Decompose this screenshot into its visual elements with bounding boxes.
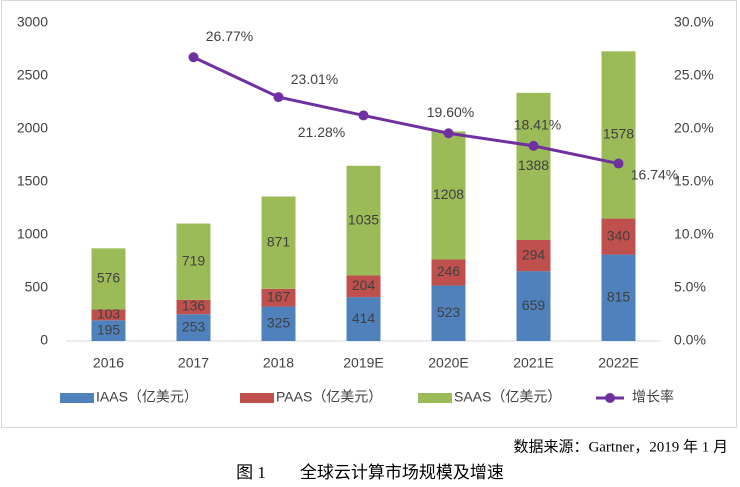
bar-segment [431, 131, 466, 260]
bar-segment [176, 314, 211, 341]
bar-value-label: 325 [267, 314, 291, 330]
growth-label: 19.60% [427, 104, 474, 120]
chart-border [1, 0, 737, 428]
bar-value-label: 414 [352, 310, 376, 326]
legend-swatch [418, 393, 452, 403]
bar-value-label: 294 [522, 246, 546, 262]
bar-segment [261, 306, 296, 341]
bar-segment [516, 271, 551, 341]
growth-marker [528, 140, 539, 151]
bar-segment [91, 309, 126, 321]
growth-label: 18.41% [514, 117, 561, 133]
bar-value-label: 253 [182, 318, 206, 334]
bar-segment [261, 196, 296, 289]
y2-tick-label: 10.0% [674, 226, 714, 242]
bar-value-label: 340 [607, 227, 631, 243]
bar-segment [431, 285, 466, 341]
legend-swatch [240, 393, 274, 403]
growth-marker [273, 92, 284, 103]
x-tick-label: 2021E [513, 355, 553, 371]
growth-marker [188, 52, 199, 63]
bar-value-label: 246 [437, 263, 461, 279]
x-tick-label: 2016 [93, 355, 124, 371]
y-tick-label: 1000 [17, 226, 48, 242]
x-tick-label: 2018 [263, 355, 294, 371]
legend-swatch [60, 393, 94, 403]
source: 数据来源：Gartner，2019 年 1 月 [513, 438, 728, 455]
y-tick-label: 1500 [17, 173, 48, 189]
y-tick-label: 500 [25, 279, 49, 295]
legend-label: 增长率 [632, 389, 674, 405]
bar-value-label: 576 [97, 270, 121, 286]
bar-segment [516, 239, 551, 272]
growth-line [192, 55, 619, 166]
x-tick-label: 2019E [343, 355, 383, 371]
legend-label: IAAS（亿美元） [96, 389, 198, 405]
caption: 图 1 全球云计算市场规模及增速 [236, 463, 504, 482]
legend-swatch [605, 393, 615, 403]
bar-segment [601, 254, 636, 341]
bar-segment [431, 259, 466, 286]
bar-value-label: 1208 [433, 186, 464, 202]
bar-segment [601, 51, 636, 219]
bar-segment [346, 297, 381, 341]
bar-value-label: 103 [97, 306, 121, 322]
bar-segment [91, 248, 126, 310]
bar-value-label: 195 [97, 321, 121, 337]
x-tick-label: 2020E [428, 355, 468, 371]
bar-value-label: 204 [352, 277, 376, 293]
bar-value-label: 871 [267, 233, 291, 249]
y2-tick-label: 20.0% [674, 120, 714, 136]
x-tick-label: 2017 [178, 355, 209, 371]
bar-value-label: 136 [182, 298, 206, 314]
bar-value-label: 1578 [603, 126, 634, 142]
x-tick-label: 2022E [598, 355, 638, 371]
bar-segment [261, 288, 296, 307]
growth-label: 21.28% [298, 124, 345, 140]
growth-marker [443, 128, 454, 139]
bar-value-label: 659 [522, 297, 546, 313]
growth-label: 26.77% [206, 28, 253, 44]
bar-segment [176, 299, 211, 315]
growth-label: 23.01% [291, 71, 338, 87]
legend-label: PAAS（亿美元） [276, 389, 382, 405]
bar-value-label: 1035 [348, 211, 379, 227]
bar-value-label: 815 [607, 289, 631, 305]
y2-tick-label: 25.0% [674, 67, 714, 83]
y2-tick-label: 0.0% [674, 332, 706, 348]
bar-segment [516, 92, 551, 240]
bar-value-label: 1388 [518, 157, 549, 173]
bar-segment [176, 223, 211, 300]
y-tick-label: 3000 [17, 14, 48, 30]
legend-label: SAAS（亿美元） [454, 389, 561, 405]
bar-segment [91, 320, 126, 341]
y-tick-label: 2000 [17, 120, 48, 136]
y2-tick-label: 15.0% [674, 173, 714, 189]
bar-value-label: 719 [182, 252, 206, 268]
growth-marker [613, 158, 624, 169]
bar-value-label: 167 [267, 288, 291, 304]
bar-segment [346, 275, 381, 298]
y-tick-label: 0 [40, 332, 48, 348]
growth-marker [358, 110, 369, 121]
y-tick-label: 2500 [17, 67, 48, 83]
bar-segment [346, 165, 381, 276]
bar-value-label: 523 [437, 304, 461, 320]
growth-label: 16.74% [631, 166, 678, 182]
y2-tick-label: 5.0% [674, 279, 706, 295]
y2-tick-label: 30.0% [674, 14, 714, 30]
bar-segment [601, 218, 636, 255]
